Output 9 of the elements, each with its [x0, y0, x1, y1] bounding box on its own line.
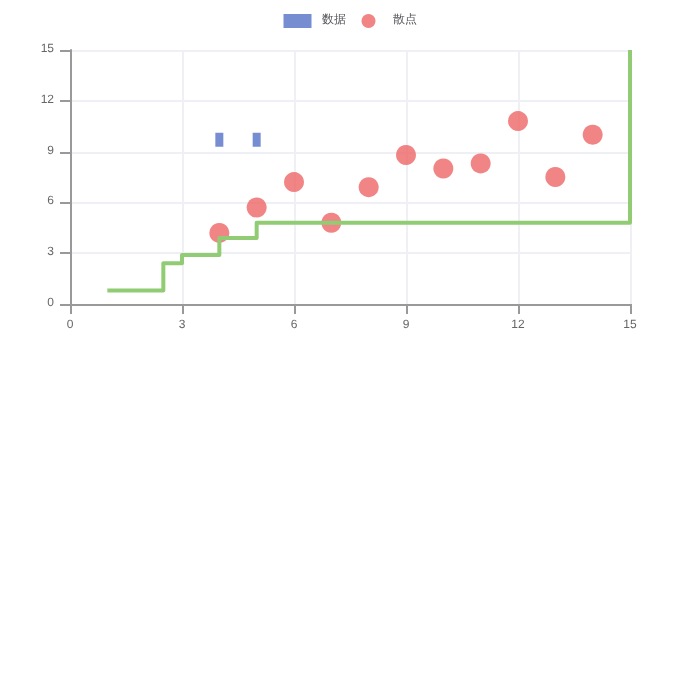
point — [470, 153, 491, 174]
point — [246, 197, 267, 218]
point — [284, 172, 304, 193]
point — [358, 177, 379, 198]
point — [545, 167, 566, 187]
point — [396, 144, 416, 165]
point — [508, 111, 528, 132]
point — [433, 158, 454, 179]
point — [582, 124, 603, 145]
